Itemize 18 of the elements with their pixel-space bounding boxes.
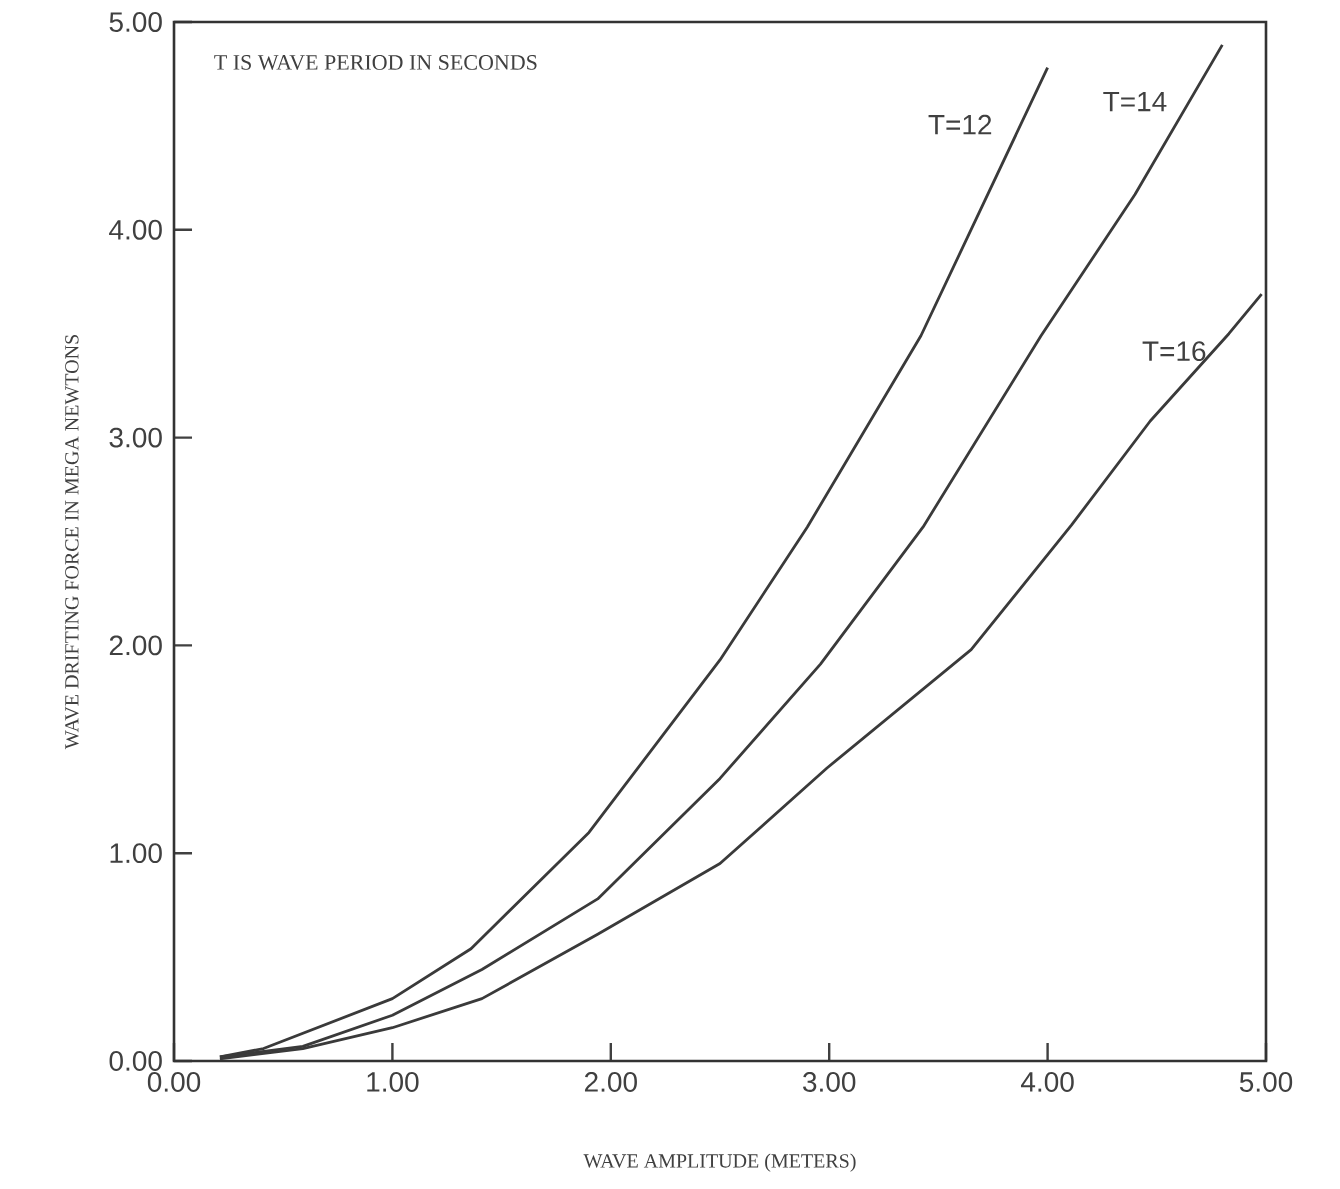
x-tick-label: 0.00 [147, 1072, 201, 1092]
series-label: T=16 [1142, 341, 1206, 362]
x-tick-label: 4.00 [1020, 1072, 1074, 1092]
x-axis-title: WAVE AMPLITUDE (METERS) [583, 1153, 856, 1172]
annotation: T IS WAVE PERIOD IN SECONDS [214, 55, 537, 70]
x-tick-label: 2.00 [584, 1072, 637, 1092]
y-tick-label: 2.00 [109, 635, 162, 656]
y-tick-label: 3.00 [109, 427, 162, 448]
x-tick-label: 5.00 [1239, 1072, 1293, 1092]
y-axis-title: WAVE DRIFTING FORCE IN MEGA NEWTONS [65, 335, 79, 750]
x-tick-label: 3.00 [803, 1072, 856, 1092]
y-tick-label: 1.00 [110, 843, 162, 864]
y-tick-label: 4.00 [109, 219, 162, 240]
x-tick-label: 1.00 [367, 1072, 419, 1092]
series-label: T=12 [928, 114, 992, 135]
y-tick-label: 0.00 [109, 1051, 162, 1071]
y-tick-label: 5.00 [109, 12, 162, 32]
series-label: T=14 [1103, 91, 1167, 112]
